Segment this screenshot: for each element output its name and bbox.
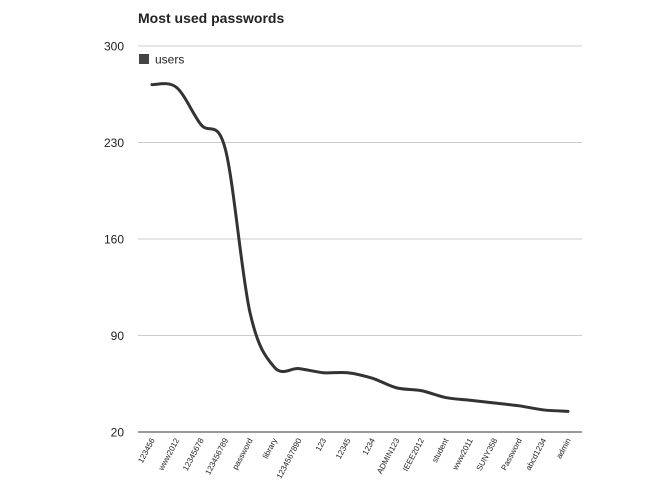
data-point bbox=[272, 365, 276, 369]
y-tick-label: 300 bbox=[104, 40, 124, 54]
x-tick-label: admin bbox=[555, 437, 573, 460]
data-point bbox=[517, 404, 521, 408]
data-point bbox=[566, 409, 570, 413]
y-tick-label: 90 bbox=[111, 329, 125, 343]
y-tick-label: 160 bbox=[104, 233, 124, 247]
data-point bbox=[297, 367, 301, 371]
legend-label: users bbox=[155, 53, 184, 67]
data-point bbox=[199, 123, 203, 127]
x-tick-label: 123456789 bbox=[203, 436, 230, 476]
data-point bbox=[150, 83, 154, 87]
data-point bbox=[493, 401, 497, 405]
y-tick-label: 230 bbox=[104, 136, 124, 150]
data-point bbox=[346, 371, 350, 375]
x-tick-label: ADMIN123 bbox=[375, 436, 402, 475]
legend: users bbox=[139, 53, 184, 67]
gridlines bbox=[138, 45, 582, 433]
data-point bbox=[321, 371, 325, 375]
x-tick-label: SUNY358 bbox=[475, 436, 500, 472]
chart-title: Most used passwords bbox=[138, 10, 284, 26]
data-point bbox=[248, 310, 252, 314]
legend-swatch bbox=[139, 54, 149, 64]
data-point bbox=[174, 85, 178, 89]
x-tick-label: password bbox=[231, 437, 255, 471]
data-point bbox=[444, 396, 448, 400]
x-tick-label: www2012 bbox=[156, 436, 181, 473]
x-tick-label: www2011 bbox=[450, 436, 475, 472]
series-line bbox=[150, 82, 570, 413]
x-tick-label: 1234567890 bbox=[275, 436, 304, 480]
data-point bbox=[468, 398, 472, 402]
data-point bbox=[419, 389, 423, 393]
x-tick-label: 1234 bbox=[361, 436, 378, 456]
y-tick-label: 20 bbox=[111, 426, 125, 440]
x-tick-label: IEEE2012 bbox=[401, 436, 426, 473]
data-point bbox=[370, 376, 374, 380]
data-point bbox=[223, 147, 227, 151]
series-lines bbox=[150, 82, 570, 413]
y-axis-tick-labels: 20 90 160 230 300 bbox=[104, 40, 124, 440]
data-point bbox=[395, 386, 399, 390]
x-tick-label: 12345 bbox=[334, 436, 353, 460]
x-tick-label: 12345678 bbox=[181, 436, 206, 472]
data-point bbox=[542, 408, 546, 412]
x-tick-label: library bbox=[261, 437, 279, 460]
x-tick-label: Password bbox=[499, 437, 523, 472]
x-tick-label: student bbox=[430, 436, 451, 464]
x-tick-label: 123456 bbox=[136, 436, 157, 464]
x-tick-label: abcd1234 bbox=[524, 436, 549, 472]
x-tick-label: 123 bbox=[314, 436, 328, 452]
